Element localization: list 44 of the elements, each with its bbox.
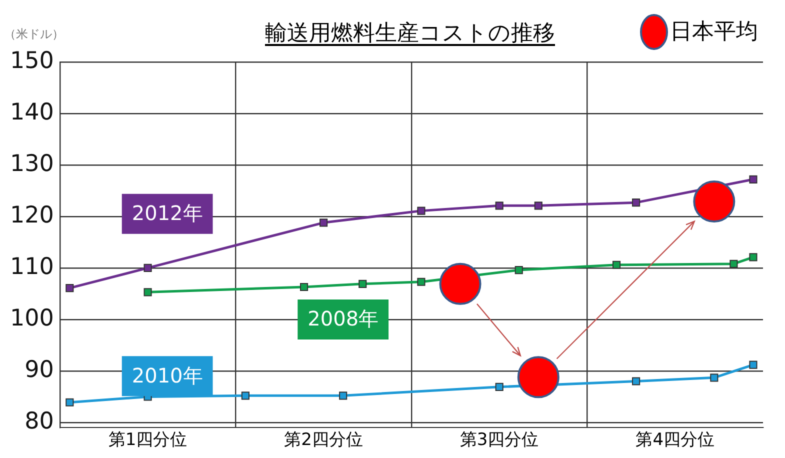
point bbox=[749, 253, 758, 262]
y-tick-label: 100 bbox=[10, 305, 54, 332]
point bbox=[632, 198, 640, 207]
point bbox=[517, 356, 560, 398]
x-tick-label: 第4四分位 bbox=[636, 430, 715, 450]
point bbox=[495, 382, 504, 391]
point bbox=[417, 206, 426, 215]
point bbox=[514, 266, 523, 274]
point bbox=[749, 175, 758, 184]
series-label: 2008年 bbox=[308, 306, 379, 331]
point bbox=[612, 260, 621, 269]
y-tick-label: 90 bbox=[24, 356, 54, 383]
legend-label: 日本平均 bbox=[670, 20, 758, 45]
point bbox=[693, 180, 736, 223]
point bbox=[66, 398, 74, 406]
x-tick-label: 第2四分位 bbox=[284, 430, 363, 450]
series-label: 2012年 bbox=[132, 201, 203, 226]
y-tick-label: 120 bbox=[10, 202, 54, 228]
y-tick-label: 130 bbox=[10, 150, 54, 177]
point bbox=[534, 202, 542, 210]
point bbox=[339, 392, 348, 400]
point bbox=[632, 377, 640, 386]
point bbox=[300, 282, 308, 292]
point bbox=[320, 218, 328, 227]
point bbox=[730, 260, 738, 268]
point bbox=[241, 392, 250, 400]
point bbox=[749, 360, 758, 369]
point bbox=[710, 374, 718, 382]
y-tick-label: 140 bbox=[10, 99, 54, 126]
chart-title: 輸送用燃料生産コストの推移 bbox=[265, 21, 555, 46]
point bbox=[358, 280, 367, 288]
y-axis-title: （米ドル） bbox=[4, 27, 64, 41]
x-tick-label: 第3四分位 bbox=[460, 430, 539, 450]
point bbox=[417, 278, 426, 286]
y-tick-label: 80 bbox=[24, 408, 54, 434]
point bbox=[439, 262, 482, 305]
x-tick-label: 第1四分位 bbox=[108, 430, 188, 450]
series-label: 2010年 bbox=[132, 363, 203, 388]
point bbox=[144, 288, 152, 296]
point bbox=[495, 202, 504, 210]
y-tick-label: 150 bbox=[10, 48, 54, 74]
point bbox=[66, 284, 74, 292]
point bbox=[144, 264, 152, 272]
y-tick-label: 110 bbox=[10, 254, 54, 280]
